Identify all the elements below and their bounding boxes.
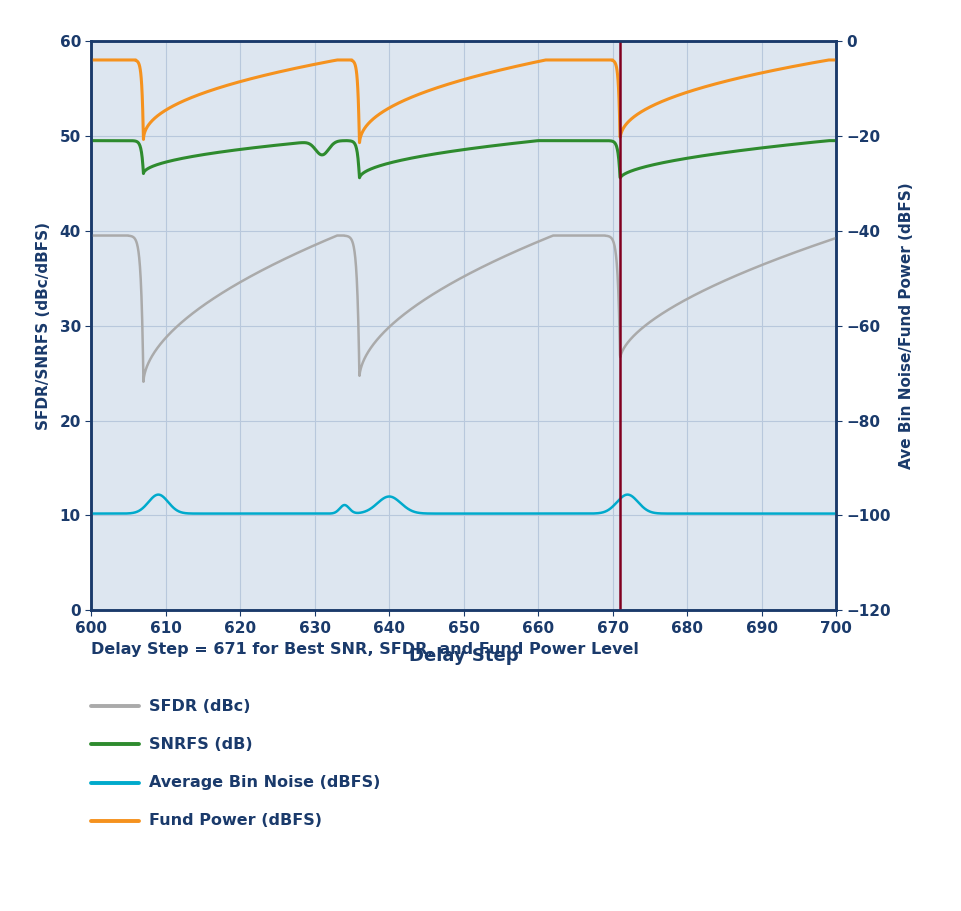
X-axis label: Delay Step: Delay Step [408, 647, 519, 665]
Text: Delay Step = 671 for Best SNR, SFDR, and Fund Power Level: Delay Step = 671 for Best SNR, SFDR, and… [91, 642, 639, 657]
Text: Average Bin Noise (dBFS): Average Bin Noise (dBFS) [149, 775, 381, 790]
Y-axis label: SFDR/SNRFS (dBc/dBFS): SFDR/SNRFS (dBc/dBFS) [37, 221, 51, 430]
Y-axis label: Ave Bin Noise/Fund Power (dBFS): Ave Bin Noise/Fund Power (dBFS) [899, 182, 915, 469]
Text: Fund Power (dBFS): Fund Power (dBFS) [149, 814, 322, 828]
Text: SFDR (dBc): SFDR (dBc) [149, 699, 251, 713]
Text: SNRFS (dB): SNRFS (dB) [149, 737, 253, 752]
